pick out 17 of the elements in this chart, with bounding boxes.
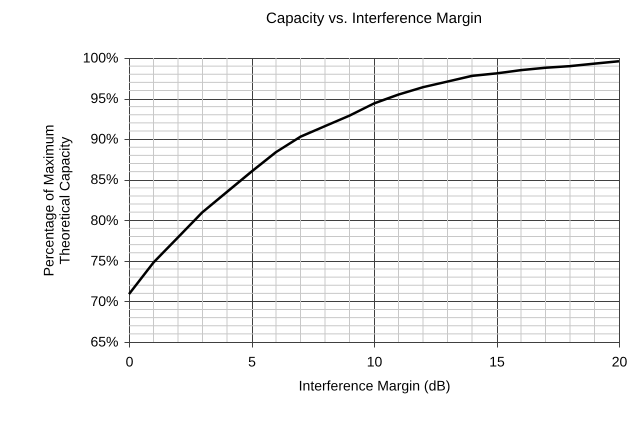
x-tick-label: 10 xyxy=(366,354,382,370)
y-tick-label: 70% xyxy=(90,292,118,309)
y-tick-label: 80% xyxy=(90,212,118,228)
y-tick-label: 65% xyxy=(90,334,118,350)
y-axis-title: Percentage of Maximum Theoretical Capacity xyxy=(40,124,73,276)
y-tick-label: 100% xyxy=(82,50,118,66)
y-tick-label: 90% xyxy=(90,130,118,147)
y-tick-label: 95% xyxy=(90,90,118,106)
y-tick-label: 75% xyxy=(90,252,118,268)
x-tick-label: 0 xyxy=(126,354,134,370)
y-tick-label: 85% xyxy=(90,171,118,188)
line-series xyxy=(128,60,620,296)
x-axis-title: Interference Margin (dB) xyxy=(298,378,450,394)
x-tick-label: 20 xyxy=(612,354,628,370)
chart-title: Capacity vs. Interference Margin xyxy=(266,10,482,27)
x-tick-label: 5 xyxy=(248,354,256,370)
x-tick-label: 15 xyxy=(489,354,505,370)
